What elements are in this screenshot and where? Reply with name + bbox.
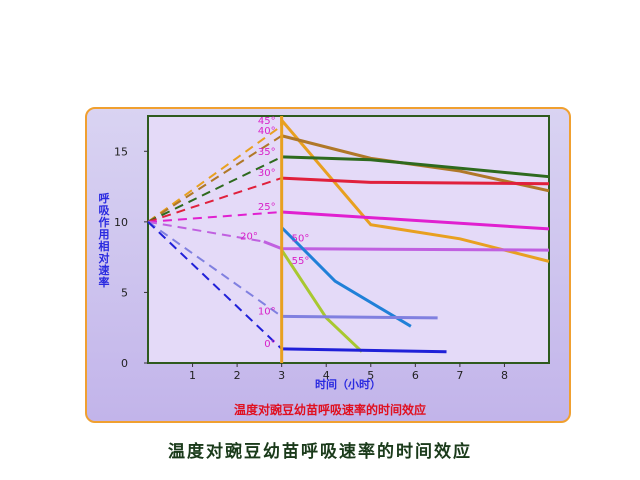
y-tick-label: 10 (114, 216, 128, 229)
series-layer (147, 116, 550, 363)
series-label: 55° (292, 256, 310, 267)
plot-area (147, 115, 550, 364)
series-label: 50° (292, 234, 310, 245)
series-line (281, 347, 447, 354)
series-label: 45° (258, 116, 276, 127)
series-label: 10° (258, 306, 276, 317)
axis-ticks: 1 2 3 4 5 6 7 8 0 5 10 15 (114, 145, 508, 382)
series-label: 35° (258, 147, 276, 158)
chart-frame: 呼吸作用相对速率 1 2 3 4 5 6 7 8 0 5 10 15 45° 40° 35° 30° 25° 2… (85, 107, 571, 423)
series-label: 0° (264, 339, 275, 350)
x-tick-label: 3 (278, 369, 285, 382)
y-axis-title-char: 吸 (99, 204, 111, 217)
series-label: 30° (258, 168, 276, 179)
series-line-dashed (147, 210, 282, 223)
y-axis-title-char: 速 (99, 263, 110, 277)
x-tick-label: 1 (189, 369, 196, 382)
series-line (281, 155, 550, 179)
y-axis-title-char: 相 (99, 239, 110, 253)
y-tick-label: 0 (121, 357, 128, 370)
series-label: 20° (240, 232, 258, 243)
x-tick-label: 6 (412, 369, 419, 382)
series-label: 40° (258, 126, 276, 137)
inner-caption: 温度对豌豆幼苗呼吸速率的时间效应 (234, 402, 426, 417)
y-axis-title-char: 作 (99, 215, 110, 229)
series-line (281, 176, 550, 186)
y-axis-title-char: 率 (99, 275, 110, 289)
x-tick-label: 5 (367, 369, 374, 382)
x-axis-title: 时间（小时） (315, 377, 381, 391)
series-line-dashed (147, 177, 282, 223)
y-tick-label: 5 (121, 286, 128, 299)
y-axis-title-char: 对 (99, 251, 110, 265)
series-label: 25° (258, 202, 276, 213)
y-axis-title-char: 呼 (99, 191, 110, 205)
series-line (281, 210, 550, 231)
x-tick-label: 7 (456, 369, 463, 382)
series-line-dashed (147, 134, 283, 223)
y-axis-title-char: 用 (99, 228, 110, 241)
x-tick-label: 2 (234, 369, 241, 382)
figure-caption: 温度对豌豆幼苗呼吸速率的时间效应 (168, 442, 472, 462)
y-tick-label: 15 (114, 145, 128, 158)
series-line-dashed (147, 221, 283, 350)
series-labels: 45°40° 35° 30° 25° 20° 50° 55° 10° 0° (240, 116, 309, 350)
series-line-dashed (147, 156, 283, 223)
series-line-dashed (147, 220, 265, 243)
series-line (281, 314, 438, 320)
series-line-dashed (147, 221, 283, 318)
series-line (280, 226, 412, 328)
x-tick-label: 8 (501, 369, 508, 382)
x-tick-label: 4 (323, 369, 330, 382)
